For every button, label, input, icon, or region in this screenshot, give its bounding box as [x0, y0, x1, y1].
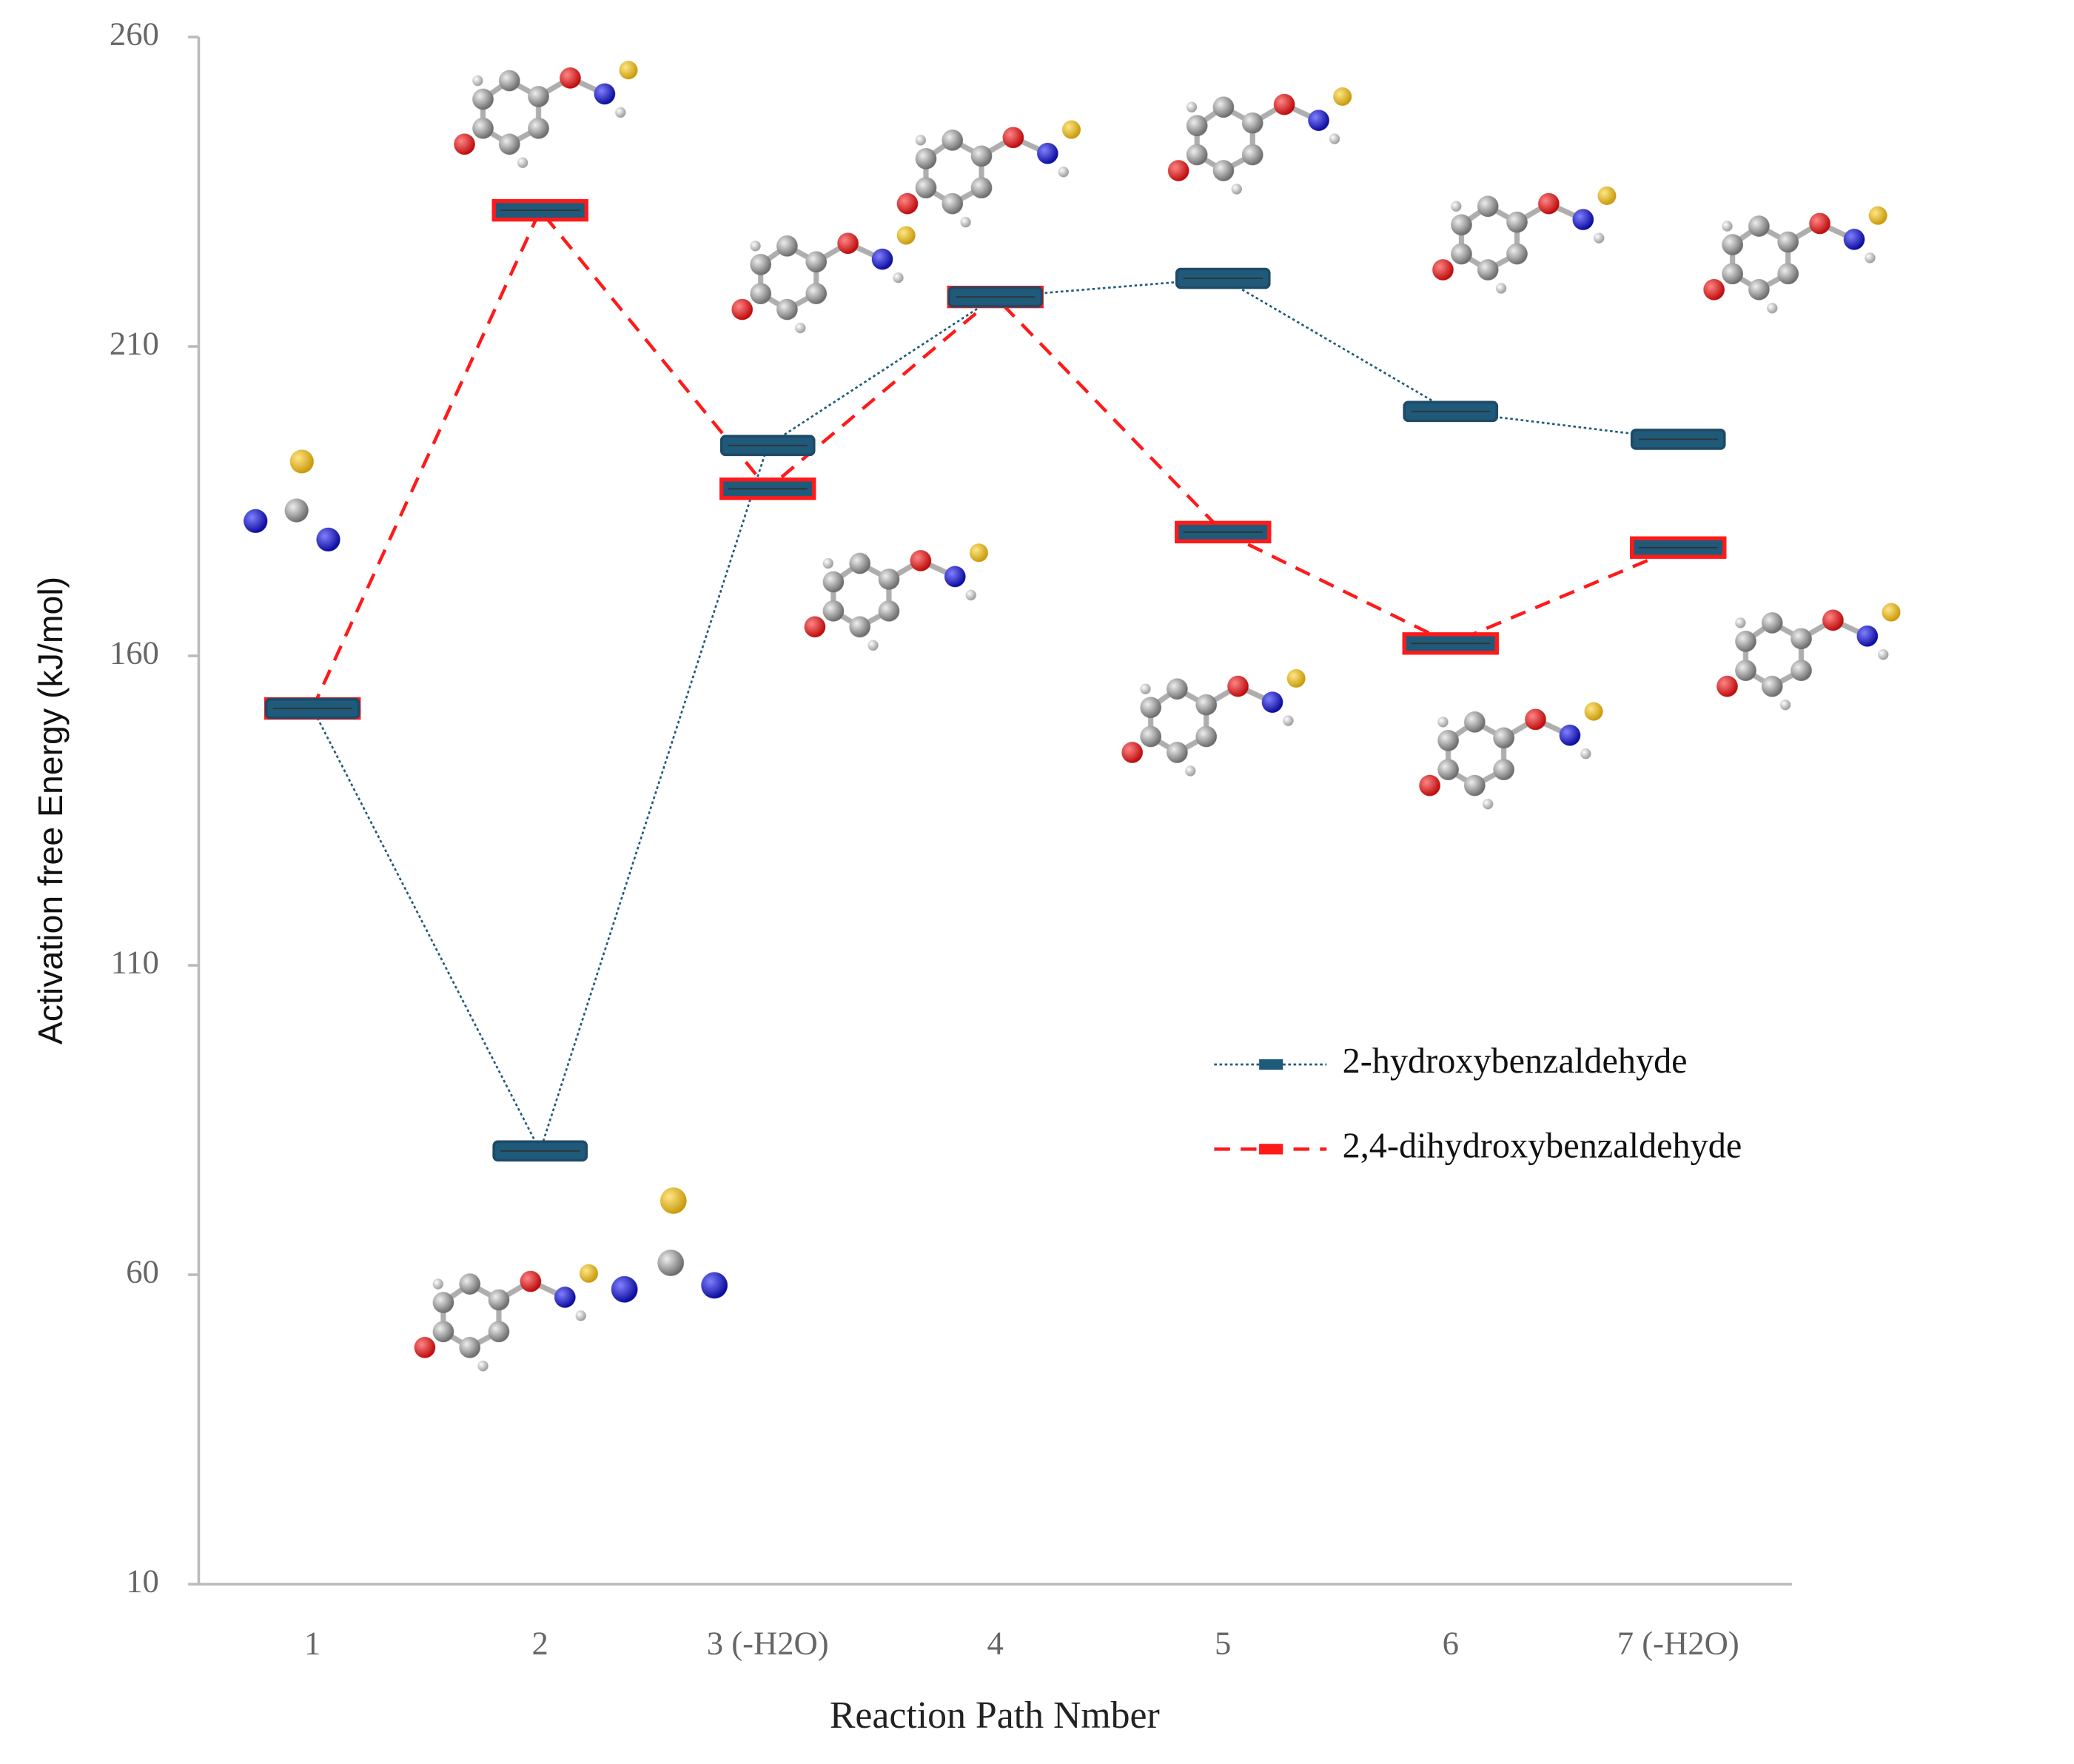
- molecule-illustrations: [244, 61, 1900, 1371]
- x-tick-label: 7 (-H2O): [1617, 1624, 1739, 1661]
- x-tick-label: 5: [1215, 1624, 1231, 1661]
- x-axis-title: Reaction Path Nmber: [830, 1694, 1160, 1737]
- legend-label: 2,4-dihydroxybenzaldehyde: [1343, 1126, 1742, 1165]
- x-tick-label: 6: [1443, 1624, 1459, 1661]
- y-tick-label: 110: [111, 943, 159, 980]
- x-tick-label: 3 (-H2O): [707, 1624, 829, 1661]
- x-tick-label: 4: [987, 1624, 1004, 1661]
- y-tick-label: 260: [110, 15, 159, 52]
- y-axis-title: Activation free Energy (kJ/mol): [31, 577, 70, 1044]
- axes: [197, 37, 1793, 1586]
- y-tick-label: 160: [110, 634, 159, 671]
- legend-label: 2-hydroxybenzaldehyde: [1343, 1042, 1688, 1081]
- x-tick-label: 1: [304, 1624, 321, 1661]
- legend-marker: [1259, 1059, 1283, 1070]
- y-tick-label: 60: [126, 1252, 159, 1290]
- y-tick-label: 10: [126, 1562, 159, 1599]
- y-tick-label: 210: [110, 324, 159, 361]
- legend-marker: [1259, 1144, 1283, 1155]
- x-tick-label: 2: [532, 1624, 548, 1661]
